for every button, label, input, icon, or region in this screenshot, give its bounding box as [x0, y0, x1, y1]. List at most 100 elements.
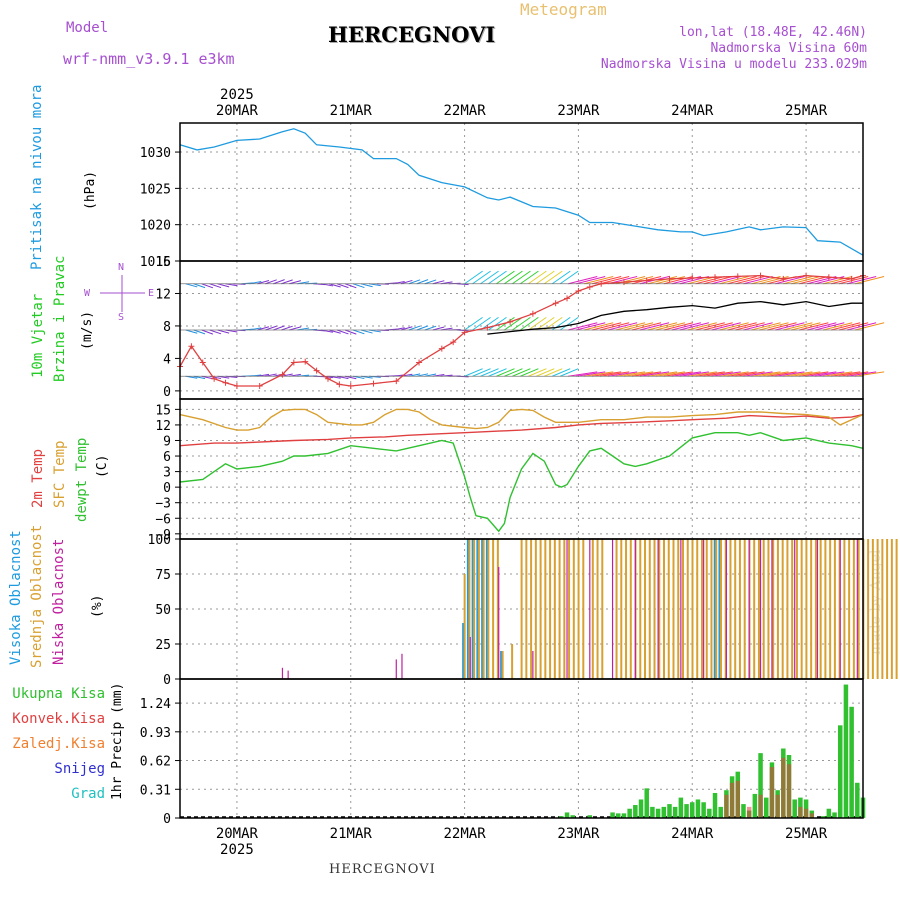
wind-barb [831, 371, 861, 377]
wind-barb [344, 329, 357, 335]
precip-bar [638, 799, 644, 818]
elevation: Nadmorska Visina 60m [710, 41, 867, 56]
wind-barb [838, 322, 869, 331]
wind-barb [336, 283, 349, 289]
wind-speed-marker [233, 383, 240, 390]
wind-barb [711, 371, 741, 377]
wind-barb [703, 275, 733, 285]
wind-barb [576, 322, 606, 331]
wind-speed-marker [393, 378, 400, 385]
wind-speed-marker [529, 310, 536, 317]
wind-barb [615, 371, 646, 377]
y-tick-label: 12 [155, 419, 171, 434]
wind-speed-marker [336, 381, 343, 388]
y-tick-label: 1015 [140, 255, 171, 270]
wind-barb [791, 275, 821, 285]
precip-bar [769, 767, 775, 818]
wind-barb [854, 371, 885, 377]
wind-barb [711, 275, 741, 285]
precip-bar [587, 815, 593, 818]
wind-barb [846, 322, 877, 331]
y-tick-label: −6 [155, 512, 171, 527]
precip-bar [684, 804, 689, 818]
wind-barb [783, 322, 813, 331]
wind-barb [360, 283, 373, 288]
grid [180, 123, 863, 819]
precip-bar [792, 799, 797, 818]
precip-bar [690, 802, 695, 818]
wind-barb [639, 371, 670, 377]
wind-barb [520, 368, 539, 377]
wind-barb [344, 375, 357, 380]
wind-barb [520, 316, 539, 331]
wind-speed-marker [222, 379, 229, 386]
wind-barb [735, 371, 765, 377]
precip-bar [672, 806, 678, 818]
wind-speed-marker [666, 275, 673, 282]
precip-bar [820, 816, 826, 818]
wind-barb [559, 316, 579, 331]
wind-barb [472, 270, 491, 285]
wind-barb [735, 275, 765, 285]
wind-barb [799, 371, 829, 377]
wind-barb [344, 283, 357, 289]
wind-barb [679, 322, 709, 331]
precip-bar [718, 806, 723, 818]
wind-barb [472, 316, 491, 331]
wind-barb [807, 371, 837, 377]
wind-barb [536, 368, 555, 377]
y-tick-label: 25 [155, 638, 171, 653]
y-tick-label: 50 [155, 603, 171, 618]
wind-barb [599, 371, 630, 377]
wind-barb [623, 275, 654, 285]
footer-title: HERCEGNOVI [329, 862, 436, 877]
wind-barb [687, 322, 717, 331]
precip-bar [826, 808, 832, 818]
wind-barb [193, 329, 206, 335]
wind-barb [424, 279, 437, 285]
precip-bar [712, 792, 718, 818]
precip-bar [570, 815, 575, 818]
precip-bar [627, 808, 632, 818]
wind-barb [854, 322, 885, 331]
wind-speed-marker [712, 274, 719, 281]
wind-speed-marker [450, 339, 457, 346]
y-tick-label: 15 [155, 403, 171, 418]
day-tick-label-top: 20MAR [216, 103, 259, 119]
wind-barb [400, 326, 413, 331]
wind-barb [695, 275, 725, 285]
wind-barb [504, 368, 523, 377]
axis-labels: 20MAR 20MAR 21MAR 21MAR 22MAR 22MAR 23MAR 23MAR… [140, 87, 828, 858]
y-tick-label: 1025 [140, 182, 171, 197]
wind-barb [823, 322, 853, 331]
precip-bar [798, 806, 803, 818]
wind-speed-marker [484, 324, 491, 331]
wind-barb [838, 275, 869, 285]
wind-barb [751, 322, 781, 331]
wind-barb [615, 322, 646, 331]
precip-bar [855, 782, 860, 818]
wind-barb [623, 322, 654, 331]
wind-barb [528, 368, 547, 377]
wind-speed-marker [347, 383, 354, 390]
wind-barb [217, 283, 230, 288]
wind-barb [791, 371, 821, 377]
wind-barb [536, 270, 555, 285]
frames [175, 122, 864, 819]
wind-barb [352, 329, 365, 335]
wind-barb [751, 371, 781, 377]
pressure-line [179, 128, 864, 256]
wind-barb [257, 280, 270, 285]
legend-convective: Konvek.Kisa [12, 711, 105, 727]
wind-barb [193, 283, 206, 289]
wind-barb [783, 371, 813, 377]
wind-barb [743, 371, 773, 377]
day-tick-label-bottom: 23MAR [557, 826, 600, 842]
wind-barb [671, 322, 701, 331]
y-tick-label: 1020 [140, 219, 171, 234]
wind-barb [217, 329, 230, 334]
wind-speed-marker [211, 375, 218, 382]
precip-bar [786, 764, 792, 818]
wind-barb [464, 316, 483, 331]
wind-barb [711, 322, 741, 331]
